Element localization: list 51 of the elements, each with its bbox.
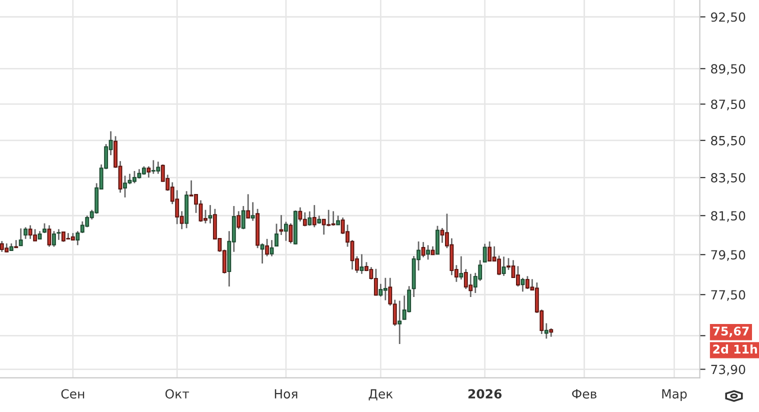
candlestick [336, 214, 340, 226]
candlestick [426, 244, 430, 260]
candlestick [279, 214, 284, 236]
candlestick [274, 223, 278, 247]
candlestick [459, 256, 464, 280]
candlestick [520, 277, 525, 292]
candlestick [42, 222, 46, 234]
x-tick-label: Ноя [274, 389, 298, 399]
candlestick [47, 224, 52, 248]
candlestick [52, 230, 56, 248]
y-tick-label: 92,50 [711, 12, 746, 24]
text: 75,67 [713, 326, 749, 338]
candlestick [308, 210, 312, 226]
y-tick-label: 79,50 [711, 250, 746, 261]
y-tick-label: 85,50 [711, 136, 746, 147]
candlestick [241, 205, 246, 230]
x-tick-label: Сен [61, 389, 84, 399]
text: 2d 11h [713, 344, 757, 354]
candlestick [236, 210, 241, 230]
candlestick [24, 226, 28, 240]
candlestick [312, 204, 316, 228]
candlestick [146, 166, 151, 178]
x-tick-label: Дек [368, 389, 393, 400]
x-tick-label: Окт [165, 389, 190, 399]
y-tick-label: 89,50 [711, 64, 746, 75]
candlestick [246, 194, 250, 219]
candlestick [76, 230, 80, 246]
y-tick-label: 81,50 [711, 211, 746, 222]
candlestick [18, 228, 23, 246]
candlestick [436, 225, 440, 255]
candlestick [208, 204, 212, 224]
candlestick [398, 300, 402, 345]
candlestick [502, 256, 506, 277]
y-tick-label: 83,50 [711, 173, 746, 184]
candlestick [482, 243, 487, 263]
candlestick [360, 254, 364, 275]
y-tick-label: 77,50 [711, 290, 746, 301]
candlestick [56, 228, 61, 241]
candlestick [265, 238, 270, 257]
x-tick-label: Фев [572, 389, 596, 399]
candlestick [250, 202, 255, 222]
candlestick [270, 239, 274, 257]
x-tick-label: 2026 [468, 389, 502, 399]
candlestick [544, 322, 548, 340]
y-tick-label: 87,50 [711, 100, 746, 110]
candlestick [284, 221, 288, 242]
candlestick [288, 222, 293, 244]
candlestick [260, 242, 264, 264]
y-tick-label: 73,90 [711, 364, 746, 376]
candlestick [421, 241, 426, 258]
x-tick-label: Мар [662, 389, 687, 402]
